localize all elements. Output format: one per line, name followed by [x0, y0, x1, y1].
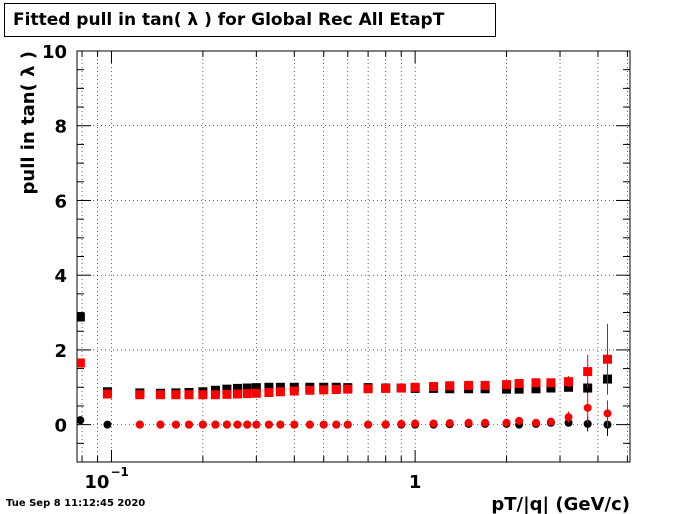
y-tick-label: 2: [54, 341, 67, 362]
data-point-square: [155, 390, 165, 400]
plot-frame: [76, 50, 631, 463]
data-point-square: [232, 389, 242, 399]
data-point-circle: [156, 420, 165, 429]
data-point-circle: [546, 417, 555, 426]
axis-ticks: [77, 50, 630, 463]
data-point-circle: [332, 420, 341, 429]
y-tick-label: 0: [54, 416, 67, 437]
data-point-circle: [381, 420, 390, 429]
data-point-square: [319, 385, 329, 395]
data-point-square: [480, 380, 490, 390]
data-point-circle: [564, 413, 573, 422]
data-point-square: [135, 390, 145, 400]
data-point-circle: [264, 420, 273, 429]
y-tick-label: 4: [54, 266, 67, 287]
x-tick-label-base: 10: [84, 472, 109, 493]
data-point-square: [531, 378, 541, 388]
data-point-circle: [276, 420, 285, 429]
data-point-square: [583, 367, 593, 377]
data-point-circle: [464, 418, 473, 427]
data-point-square: [514, 379, 524, 389]
data-point-circle: [343, 420, 352, 429]
data-point-square: [242, 383, 252, 393]
data-point-circle: [583, 419, 592, 428]
data-point-square: [251, 388, 261, 398]
data-point-square: [546, 383, 556, 393]
data-point-circle: [252, 420, 261, 429]
data-point-square: [289, 386, 299, 396]
data-point-square: [429, 382, 439, 392]
data-point-circle: [233, 420, 242, 429]
data-point-circle: [445, 419, 454, 428]
data-point-square: [275, 387, 285, 397]
data-point-square: [77, 358, 85, 368]
data-point-square: [222, 389, 232, 399]
data-point-square: [264, 388, 274, 398]
chart-title: Fitted pull in tan( λ ) for Global Rec A…: [4, 3, 496, 37]
data-point-circle: [397, 419, 406, 428]
data-point-circle: [135, 420, 144, 429]
data-point-square: [184, 390, 194, 400]
data-point-circle: [429, 419, 438, 428]
data-point-square: [305, 385, 315, 395]
data-point-circle: [583, 403, 592, 412]
y-axis-title: pull in tan( λ ): [18, 51, 39, 195]
data-point-square: [502, 380, 512, 390]
data-point-square: [232, 383, 242, 393]
data-point-square: [564, 377, 574, 387]
data-point-square: [331, 385, 341, 395]
data-point-circle: [171, 420, 180, 429]
data-point-square: [198, 390, 208, 400]
data-point-circle: [184, 420, 193, 429]
y-tick-label: 8: [54, 117, 67, 138]
y-tick-label: 6: [54, 191, 67, 212]
data-point-circle: [603, 409, 612, 418]
data-point-circle: [319, 420, 328, 429]
data-points: [77, 312, 612, 436]
series-3: [77, 323, 612, 400]
data-point-circle: [77, 416, 85, 425]
x-axis-title: pT/|q| (GeV/c): [491, 494, 630, 514]
data-point-square: [264, 382, 274, 392]
data-point-square: [464, 380, 474, 390]
data-point-square: [546, 378, 556, 388]
data-point-square: [102, 389, 112, 399]
data-point-square: [381, 383, 391, 393]
x-tick-label-exponent: −1: [110, 465, 128, 479]
data-point-square: [210, 390, 220, 400]
data-point-circle: [198, 420, 207, 429]
y-tick-label: 10: [42, 42, 67, 63]
data-point-square: [445, 381, 455, 391]
series-4: [135, 392, 612, 429]
data-point-circle: [211, 420, 220, 429]
data-point-square: [514, 384, 524, 394]
data-point-circle: [290, 420, 299, 429]
grid-lines: [77, 51, 630, 462]
data-point-square: [363, 384, 373, 394]
data-point-square: [602, 354, 612, 364]
data-point-circle: [364, 420, 373, 429]
data-point-square: [410, 382, 420, 392]
data-point-circle: [305, 420, 314, 429]
data-point-circle: [481, 418, 490, 427]
data-point-circle: [103, 420, 112, 429]
timestamp: Tue Sep 8 11:12:45 2020: [6, 498, 146, 509]
data-point-circle: [502, 418, 511, 427]
data-point-square: [343, 384, 353, 394]
data-point-square: [77, 312, 85, 322]
data-point-circle: [222, 420, 231, 429]
x-tick-label: 1: [409, 472, 422, 493]
data-point-circle: [515, 416, 524, 425]
data-point-square: [531, 384, 541, 394]
data-point-square: [396, 383, 406, 393]
data-point-square: [251, 383, 261, 393]
data-point-square: [222, 384, 232, 394]
data-point-circle: [243, 420, 252, 429]
data-point-circle: [411, 419, 420, 428]
data-point-circle: [531, 418, 540, 427]
data-point-square: [171, 390, 181, 400]
data-point-square: [242, 389, 252, 399]
